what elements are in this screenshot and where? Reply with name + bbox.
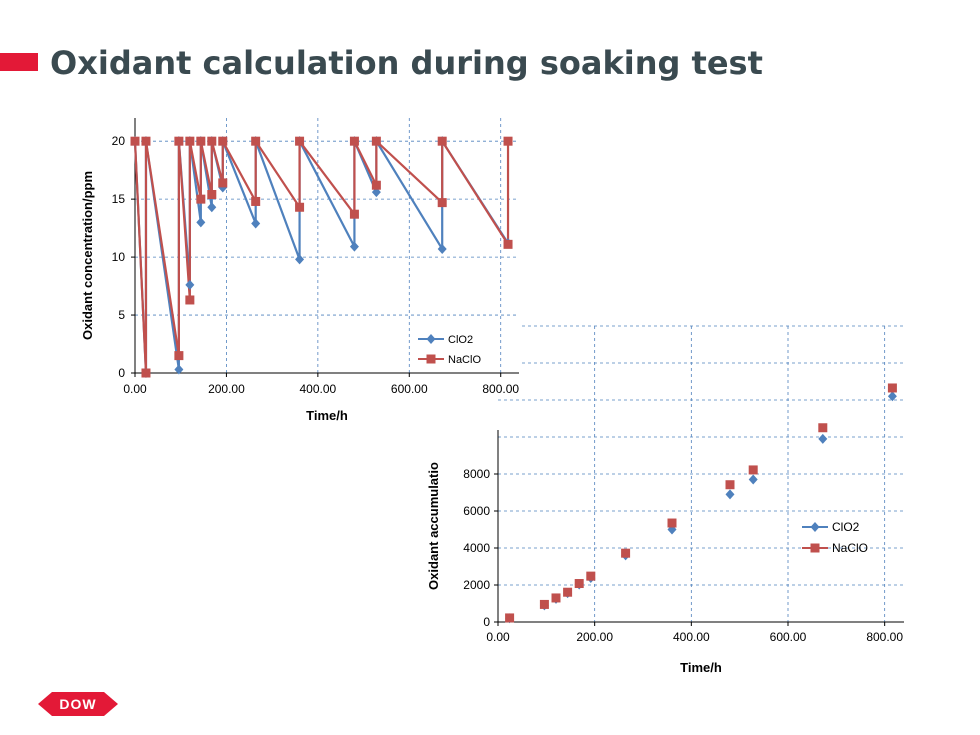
naclo-data-point <box>207 136 217 146</box>
accumulation-y-tick-label: 8000 <box>463 467 490 481</box>
naclo-data-point <box>503 136 513 146</box>
naclo-data-point <box>196 194 206 204</box>
naclo-data-point <box>141 136 151 146</box>
accumulation-y-tick-label: 4000 <box>463 541 490 555</box>
accumulation-legend-label: NaClO <box>832 541 868 555</box>
accumulation-y-tick-label: 6000 <box>463 504 490 518</box>
naclo-accumulation-point <box>505 613 515 623</box>
concentration-x-tick-label: 200.00 <box>208 382 245 396</box>
naclo-data-point <box>349 136 359 146</box>
naclo-data-point <box>371 136 381 146</box>
concentration-x-tick-label: 400.00 <box>300 382 337 396</box>
dow-logo-text: DOW <box>59 696 96 712</box>
naclo-accumulation-point <box>818 423 828 433</box>
naclo-data-point <box>185 295 195 305</box>
accumulation-x-tick-label: 400.00 <box>673 630 710 644</box>
concentration-x-tick-label: 800.00 <box>482 382 519 396</box>
accumulation-y-tick-label: 2000 <box>463 578 490 592</box>
naclo-accumulation-point <box>551 593 561 603</box>
naclo-data-point <box>437 136 447 146</box>
clo2-accumulation-point <box>818 433 828 444</box>
naclo-accumulation-point <box>621 548 631 558</box>
accumulation-x-tick-label: 200.00 <box>576 630 613 644</box>
clo2-data-point <box>207 202 217 213</box>
naclo-accumulation-point <box>539 599 549 609</box>
accumulation-legend-marker <box>810 522 820 532</box>
naclo-data-point <box>174 136 184 146</box>
concentration-x-axis-title: Time/h <box>306 408 348 423</box>
clo2-accumulation-point <box>748 474 758 485</box>
naclo-accumulation-point <box>586 571 596 581</box>
accumulation-x-tick-label: 0.00 <box>486 630 510 644</box>
accumulation-legend-label: ClO2 <box>832 520 860 534</box>
naclo-accumulation-point <box>887 383 897 393</box>
naclo-data-point <box>196 136 206 146</box>
clo2-data-point <box>437 243 447 254</box>
clo2-data-point <box>196 217 206 228</box>
naclo-data-point <box>295 136 305 146</box>
naclo-data-point <box>437 198 447 208</box>
accumulation-x-tick-label: 600.00 <box>770 630 807 644</box>
accumulation-y-tick-label: 0 <box>483 615 490 629</box>
naclo-accumulation-point <box>667 518 677 528</box>
naclo-data-point <box>218 136 228 146</box>
naclo-data-point <box>174 351 184 361</box>
naclo-data-point <box>503 239 513 249</box>
page-title: Oxidant calculation during soaking test <box>50 44 763 82</box>
title-accent-bar <box>0 53 38 71</box>
concentration-x-tick-label: 0.00 <box>123 382 147 396</box>
naclo-data-point <box>295 202 305 212</box>
concentration-x-tick-label: 600.00 <box>391 382 428 396</box>
naclo-accumulation-point <box>574 579 584 589</box>
naclo-data-point <box>130 136 140 146</box>
clo2-data-point <box>185 279 195 290</box>
naclo-accumulation-point <box>725 480 735 490</box>
naclo-data-point <box>207 190 217 199</box>
naclo-data-point <box>251 136 261 146</box>
clo2-data-point <box>349 241 359 252</box>
concentration-y-axis-title: Oxidant concentration/ppm <box>80 171 95 340</box>
clo2-data-point <box>251 218 261 229</box>
accumulation-x-axis-title: Time/h <box>680 660 722 675</box>
accumulation-chart: 0.00 200.00 400.00 600.00 800.00 0 2000 4000 600… <box>426 325 904 675</box>
naclo-data-point <box>218 178 228 188</box>
concentration-y-tick-label: 5 <box>118 308 125 322</box>
concentration-y-tick-label: 15 <box>112 192 126 206</box>
naclo-data-point <box>141 368 151 378</box>
naclo-accumulation-point <box>748 465 758 475</box>
concentration-y-tick-label: 10 <box>112 250 126 264</box>
clo2-accumulation-point <box>725 489 735 500</box>
dow-diamond-shape <box>38 692 118 716</box>
accumulation-x-tick-label: 800.00 <box>866 630 903 644</box>
clo2-data-point <box>295 254 305 265</box>
clo2-data-point <box>174 364 184 375</box>
concentration-legend-label: ClO2 <box>448 334 473 346</box>
dow-logo: DOW <box>38 692 118 716</box>
concentration-legend-label: NaClO <box>448 354 481 366</box>
naclo-data-point <box>185 136 195 146</box>
naclo-data-point <box>371 180 381 190</box>
concentration-y-tick-label: 0 <box>118 366 125 380</box>
naclo-data-point <box>251 196 261 206</box>
clo2-accumulation-point <box>887 391 897 402</box>
concentration-legend-marker <box>426 354 436 364</box>
naclo-accumulation-point <box>563 587 573 597</box>
naclo-data-point <box>349 209 359 219</box>
accumulation-legend-marker <box>810 543 820 553</box>
concentration-plot: 0.00 200.00 400.00 600.00 800.00 0 5 10 15 20 Time… <box>75 118 521 423</box>
concentration-y-tick-label: 20 <box>112 134 126 148</box>
accumulation-y-axis-title: Oxidant accumulatio <box>426 462 441 590</box>
concentration-legend-marker <box>426 334 436 344</box>
